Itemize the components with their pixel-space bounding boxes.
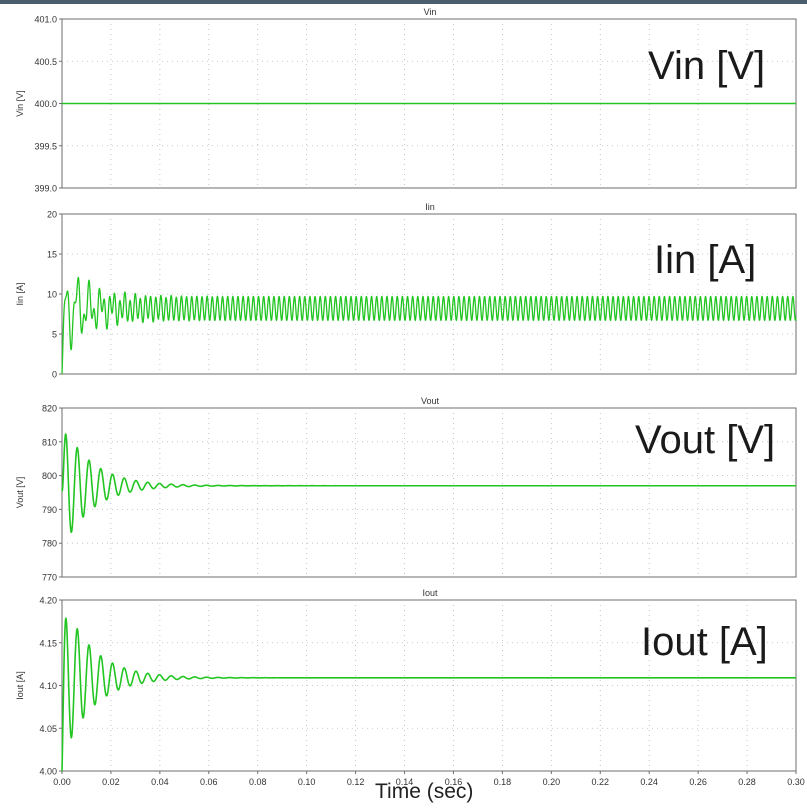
x-tick-label: 0.10 bbox=[298, 777, 316, 787]
x-tick-label: 0.22 bbox=[592, 777, 610, 787]
y-tick-label: 400.5 bbox=[34, 57, 57, 67]
y-tick-label: 770 bbox=[42, 573, 57, 583]
x-tick-label: 0.18 bbox=[494, 777, 512, 787]
x-tick-label: 0.12 bbox=[347, 777, 365, 787]
y-tick-label: 800 bbox=[42, 471, 57, 481]
x-tick-label: 0.00 bbox=[53, 777, 71, 787]
subplot-title: Vout bbox=[421, 396, 440, 406]
y-tick-label: 0 bbox=[52, 370, 57, 380]
x-tick-label: 0.24 bbox=[640, 777, 658, 787]
x-tick-label: 0.08 bbox=[249, 777, 267, 787]
y-axis-label: Vin [V] bbox=[15, 90, 25, 116]
y-tick-label: 780 bbox=[42, 539, 57, 549]
x-tick-label: 0.28 bbox=[738, 777, 756, 787]
y-tick-label: 400.0 bbox=[34, 99, 57, 109]
y-axis-label: Vout [V] bbox=[15, 477, 25, 509]
y-tick-label: 4.05 bbox=[39, 724, 57, 734]
series-line-iout bbox=[61, 617, 797, 772]
subplot-title: Iin bbox=[425, 202, 435, 212]
y-tick-label: 4.20 bbox=[39, 596, 57, 606]
x-tick-label: 0.16 bbox=[445, 777, 463, 787]
y-tick-label: 401.0 bbox=[34, 15, 57, 25]
vin-annotation: Vin [V] bbox=[648, 44, 766, 88]
x-tick-label: 0.06 bbox=[200, 777, 218, 787]
series-line-vout bbox=[61, 433, 797, 534]
window-top-bar bbox=[0, 0, 807, 4]
y-tick-label: 4.15 bbox=[39, 638, 57, 648]
x-tick-label: 0.26 bbox=[689, 777, 707, 787]
y-tick-label: 5 bbox=[52, 330, 57, 340]
plot-frame-2 bbox=[61, 407, 797, 578]
y-tick-label: 399.5 bbox=[34, 141, 57, 151]
y-tick-label: 4.00 bbox=[39, 767, 57, 777]
x-tick-label: 0.20 bbox=[543, 777, 561, 787]
y-tick-label: 399.0 bbox=[34, 184, 57, 194]
vout-annotation: Vout [V] bbox=[635, 418, 776, 462]
y-axis-label: Iin [A] bbox=[15, 282, 25, 305]
y-tick-label: 810 bbox=[42, 437, 57, 447]
x-tick-label: 0.14 bbox=[396, 777, 414, 787]
x-axis-label: Time (sec) bbox=[375, 780, 474, 803]
iin-annotation: Iin [A] bbox=[654, 238, 757, 282]
y-tick-label: 20 bbox=[47, 210, 57, 220]
series-line-iin bbox=[61, 276, 797, 375]
iout-annotation: Iout [A] bbox=[641, 620, 768, 664]
x-tick-label: 0.04 bbox=[151, 777, 169, 787]
plot-frame-1 bbox=[61, 213, 797, 375]
x-tick-label: 0.30 bbox=[787, 777, 805, 787]
y-tick-label: 4.10 bbox=[39, 681, 57, 691]
x-tick-label: 0.02 bbox=[102, 777, 120, 787]
plot-frame-3 bbox=[61, 599, 797, 772]
subplot-title: Iout bbox=[422, 588, 438, 598]
y-axis-label: Iout [A] bbox=[15, 671, 25, 700]
y-tick-label: 790 bbox=[42, 505, 57, 515]
y-tick-label: 15 bbox=[47, 250, 57, 260]
subplot-title: Vin bbox=[424, 7, 437, 17]
y-tick-label: 820 bbox=[42, 404, 57, 414]
y-tick-label: 10 bbox=[47, 290, 57, 300]
